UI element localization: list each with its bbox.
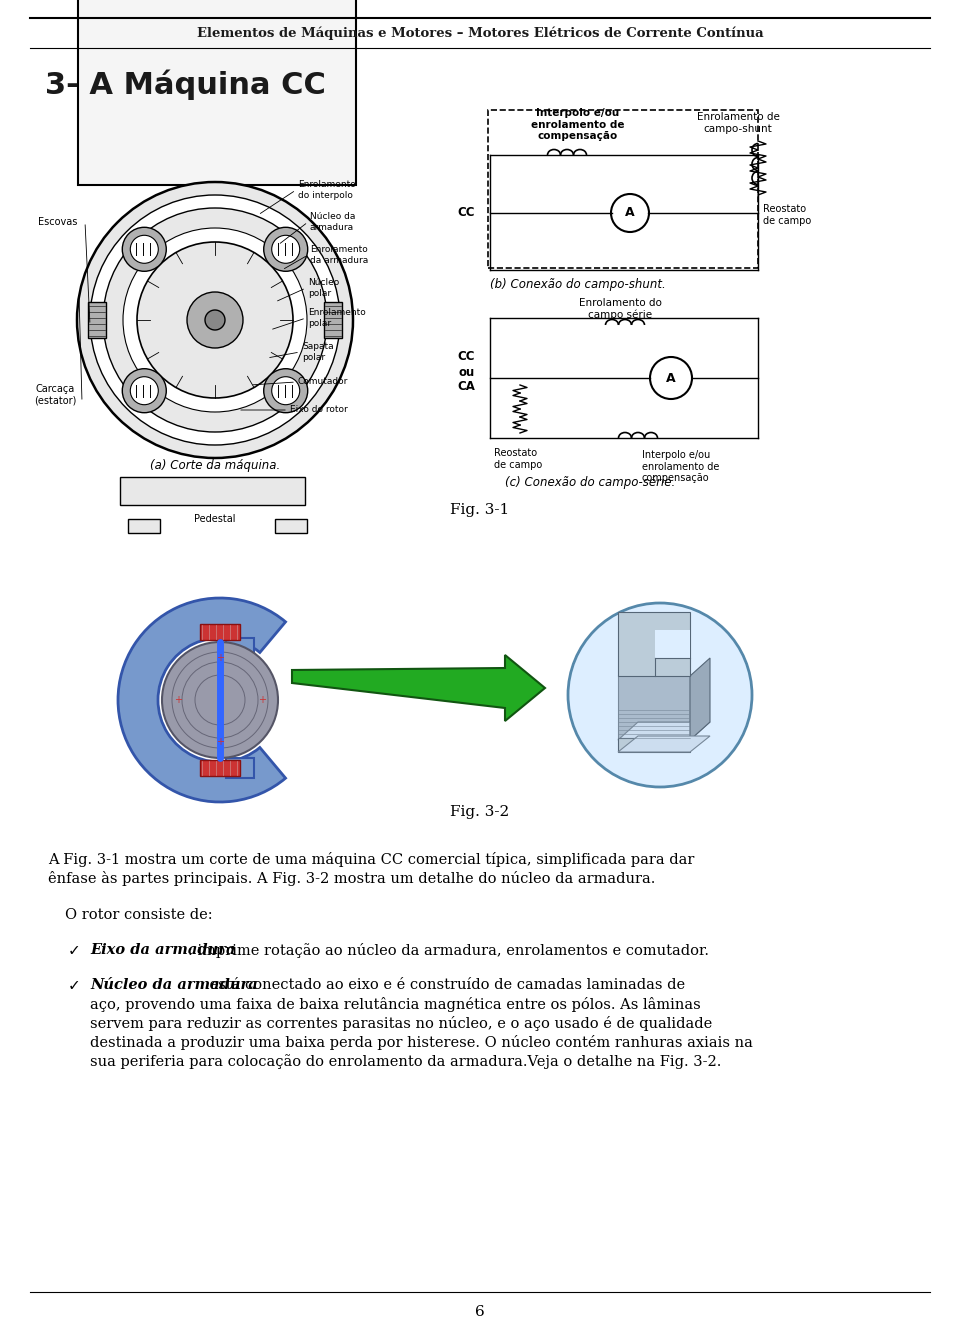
Circle shape [187,292,243,348]
Text: : está conectado ao eixo e é construído de camadas laminadas de: : está conectado ao eixo e é construído … [200,978,684,993]
Circle shape [264,369,308,413]
Text: CC: CC [458,207,475,219]
Circle shape [568,602,752,787]
Circle shape [122,227,166,271]
Circle shape [137,242,293,398]
Text: sua periferia para colocação do enrolamento da armadura.Veja o detalhe na Fig. 3: sua periferia para colocação do enrolame… [90,1054,721,1068]
Circle shape [162,642,278,758]
Text: +: + [216,653,224,664]
Bar [88,303,106,338]
Circle shape [131,377,158,405]
Bar [226,638,254,658]
Text: A Fig. 3-1 mostra um corte de uma máquina CC comercial típica, simplificada para: A Fig. 3-1 mostra um corte de uma máquin… [48,852,694,867]
Text: A: A [666,372,676,385]
Circle shape [205,311,225,330]
Circle shape [611,194,649,232]
Polygon shape [618,722,710,740]
Text: Enrolamento do
campo série: Enrolamento do campo série [579,299,661,320]
Text: Enrolamento
da armadura: Enrolamento da armadura [310,245,369,264]
Text: Núcleo da
armadura: Núcleo da armadura [310,212,355,232]
Bar [200,760,240,776]
Text: Elementos de Máquinas e Motores – Motores Elétricos de Corrente Contínua: Elementos de Máquinas e Motores – Motore… [197,27,763,40]
Circle shape [123,228,307,411]
Text: Eixo do rotor: Eixo do rotor [290,406,348,414]
Circle shape [650,357,692,399]
Text: Enrolamento de
campo-shunt: Enrolamento de campo-shunt [697,111,780,134]
Text: Enrolamento
do interpolo: Enrolamento do interpolo [298,180,356,199]
Text: Comutador: Comutador [298,377,348,386]
Text: aço, provendo uma faixa de baixa relutância magnética entre os pólos. As lâminas: aço, provendo uma faixa de baixa relutân… [90,997,701,1013]
Text: servem para reduzir as correntes parasitas no núcleo, e o aço usado é de qualida: servem para reduzir as correntes parasit… [90,1016,712,1031]
Text: Interpolo e/ou
enrolamento de
compensação: Interpolo e/ou enrolamento de compensaçã… [642,450,719,483]
Circle shape [103,208,327,433]
Circle shape [77,182,353,458]
Bar [618,675,690,740]
Text: +: + [216,736,224,747]
Circle shape [90,195,340,445]
Text: Fig. 3-2: Fig. 3-2 [450,805,510,819]
Text: ênfase às partes principais. A Fig. 3-2 mostra um detalhe do núcleo da armadura.: ênfase às partes principais. A Fig. 3-2 … [48,871,656,886]
Text: ✓: ✓ [68,943,81,958]
Text: Núcleo
polar: Núcleo polar [308,279,339,297]
Text: 6: 6 [475,1304,485,1319]
Bar [618,738,690,752]
Text: (a) Corte da máquina.: (a) Corte da máquina. [150,459,280,472]
Polygon shape [618,736,710,752]
Text: Fig. 3-1: Fig. 3-1 [450,503,510,518]
Text: +: + [174,695,182,705]
Text: CC
ou
CA: CC ou CA [457,350,475,394]
Text: (b) Conexão do campo-shunt.: (b) Conexão do campo-shunt. [490,277,665,291]
Text: Interpolo e/ou
enrolamento de
compensação: Interpolo e/ou enrolamento de compensaçã… [531,107,625,141]
Bar [78,0,356,184]
Bar [120,476,305,506]
Text: (c) Conexão do campo-série.: (c) Conexão do campo-série. [505,476,675,490]
Polygon shape [690,658,710,740]
Wedge shape [118,598,285,802]
Text: A: A [625,207,635,219]
Text: Carcaça
(estator): Carcaça (estator) [34,385,76,406]
Text: ✓: ✓ [68,978,81,993]
Bar [275,519,307,533]
Text: Enrolamento
polar: Enrolamento polar [308,308,366,328]
Circle shape [272,235,300,263]
Circle shape [122,369,166,413]
Text: : imprime rotação ao núcleo da armadura, enrolamentos e comutador.: : imprime rotação ao núcleo da armadura,… [187,943,708,958]
Circle shape [131,235,158,263]
Bar [200,624,240,640]
Bar [618,612,690,675]
Text: Reostato
de campo: Reostato de campo [763,204,811,226]
Text: Eixo da armadura: Eixo da armadura [90,943,235,957]
Polygon shape [292,656,545,721]
Text: Sapata
polar: Sapata polar [302,342,334,362]
Text: Pedestal: Pedestal [194,514,236,524]
Bar [226,758,254,778]
Bar [128,519,160,533]
Bar [324,303,342,338]
Text: O rotor consiste de:: O rotor consiste de: [65,908,212,922]
Text: +: + [258,695,266,705]
Bar [655,630,690,658]
Circle shape [264,227,308,271]
Text: Núcleo da armadura: Núcleo da armadura [90,978,257,993]
Text: destinada a produzir uma baixa perda por histerese. O núcleo contém ranhuras axi: destinada a produzir uma baixa perda por… [90,1035,753,1050]
Circle shape [272,377,300,405]
Text: 3- A Máquina CC: 3- A Máquina CC [45,70,325,101]
Text: Escovas: Escovas [38,218,78,227]
Text: Reostato
de campo: Reostato de campo [494,449,542,470]
